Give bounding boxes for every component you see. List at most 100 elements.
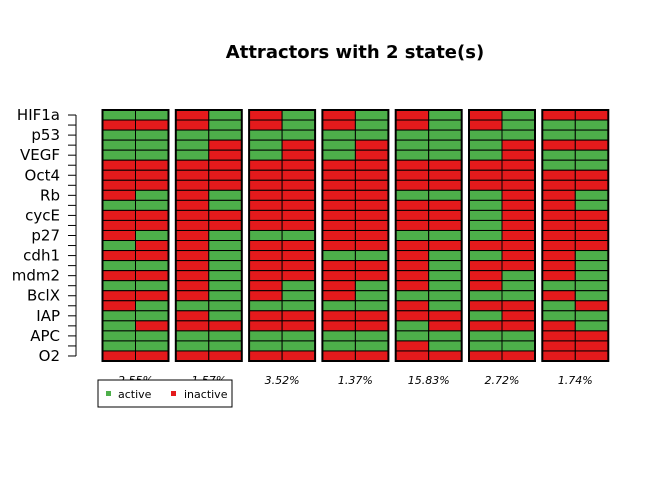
cell-active [135,340,169,352]
cell-inactive [428,350,463,362]
cell-inactive [574,350,609,362]
chart-title: Attractors with 2 state(s) [226,42,484,63]
cell-inactive [208,169,243,181]
attractor-border [174,109,243,362]
cell-inactive [208,320,243,332]
cell-inactive [248,159,283,171]
cell-active [175,129,210,141]
cell-active [468,129,503,141]
cell-active [574,250,609,262]
cell-inactive [574,169,609,181]
cell-inactive [175,240,210,252]
cell-inactive [501,350,536,362]
cell-active [208,330,243,342]
cell-active [102,340,136,352]
cell-inactive [395,209,430,221]
cell-inactive [541,139,576,151]
cell-inactive [501,189,536,201]
cell-inactive [501,139,536,151]
cell-active [574,129,609,141]
cell-inactive [175,109,210,121]
cell-active [501,290,536,302]
cell-active [541,300,576,312]
y-tick-label: VEGF [20,146,60,164]
cell-inactive [354,149,389,161]
cell-inactive [248,320,283,332]
cell-inactive [248,199,283,211]
cell-active [102,310,136,322]
cell-inactive [175,290,210,302]
cell-inactive [428,159,463,171]
cell-inactive [281,320,316,332]
cell-active [135,199,169,211]
cell-inactive [428,199,463,211]
cell-inactive [541,250,576,262]
cell-inactive [395,280,430,292]
y-tick-label: HIF1a [17,106,60,124]
cell-active [135,129,169,141]
cell-inactive [281,209,316,221]
cell-active [321,340,356,352]
cell-active [321,330,356,342]
cell-active [468,290,503,302]
cell-inactive [541,189,576,201]
cell-active [574,119,609,131]
cell-active [354,280,389,292]
cell-active [354,300,389,312]
cell-active [468,330,503,342]
y-tick-label: O2 [39,347,60,365]
cell-inactive [135,219,169,231]
cell-inactive [248,350,283,362]
cell-inactive [281,159,316,171]
cell-active [208,129,243,141]
cell-inactive [501,300,536,312]
cell-inactive [321,219,356,231]
cell-active [468,139,503,151]
legend-active-swatch [106,391,111,396]
cell-active [175,300,210,312]
cell-inactive [395,169,430,181]
legend-box [97,379,233,408]
cell-inactive [395,250,430,262]
cell-inactive [541,209,576,221]
cell-active [321,250,356,262]
y-tick-label: Rb [40,186,60,204]
attractor-block [394,109,463,362]
cell-inactive [321,290,356,302]
cell-active [102,149,136,161]
cell-inactive [428,169,463,181]
cell-inactive [248,209,283,221]
cell-inactive [574,300,609,312]
cell-active [102,260,136,272]
cell-inactive [248,109,283,121]
cell-active [248,229,283,242]
cell-inactive [135,350,169,362]
cell-inactive [541,290,576,302]
attractor-border [541,109,610,362]
cell-inactive [175,209,210,221]
cell-inactive [102,119,136,131]
cell-active [102,129,136,141]
cell-inactive [501,240,536,252]
cell-inactive [574,139,609,151]
cell-inactive [281,250,316,262]
cell-inactive [102,250,136,262]
cell-inactive [354,260,389,272]
cell-inactive [208,159,243,171]
cell-active [574,189,609,201]
cell-active [321,139,356,151]
cell-inactive [321,229,356,242]
cell-active [354,129,389,141]
cell-inactive [281,219,316,231]
cell-inactive [395,219,430,231]
cell-inactive [574,240,609,252]
cell-active [102,199,136,211]
cell-inactive [281,260,316,272]
cell-active [208,290,243,302]
cell-inactive [541,260,576,272]
cell-inactive [541,270,576,282]
cell-active [468,199,503,211]
cell-inactive [574,219,609,231]
cell-active [428,330,463,342]
cell-inactive [175,219,210,231]
